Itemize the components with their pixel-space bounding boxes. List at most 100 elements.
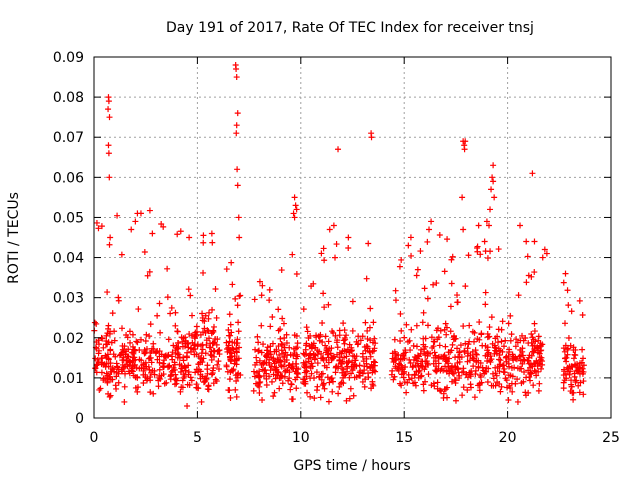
- data-point: [435, 355, 442, 362]
- data-point: [255, 372, 262, 379]
- data-point: [161, 357, 168, 364]
- data-point: [405, 242, 412, 249]
- data-point: [315, 333, 322, 340]
- data-point: [197, 331, 204, 338]
- data-point: [536, 350, 543, 357]
- data-point: [367, 353, 374, 360]
- data-point: [314, 347, 321, 354]
- data-point: [417, 248, 424, 255]
- data-point: [433, 280, 440, 287]
- data-point: [562, 355, 569, 362]
- data-point: [347, 385, 354, 392]
- data-point: [148, 369, 155, 376]
- data-point: [406, 356, 413, 363]
- data-point: [560, 279, 567, 286]
- data-point: [125, 346, 132, 353]
- data-point: [343, 353, 350, 360]
- data-point: [325, 338, 332, 345]
- data-point: [408, 375, 415, 382]
- data-point: [426, 226, 433, 233]
- data-point: [531, 320, 538, 327]
- data-point: [153, 349, 160, 356]
- data-point: [157, 376, 164, 383]
- plot-frame: [93, 56, 612, 419]
- data-point: [570, 396, 577, 403]
- data-point: [177, 388, 184, 395]
- data-point: [435, 365, 442, 372]
- data-point: [209, 369, 216, 376]
- data-point: [105, 150, 112, 157]
- data-point: [233, 340, 240, 347]
- data-point: [503, 354, 510, 361]
- data-point: [323, 347, 330, 354]
- data-point: [212, 286, 219, 293]
- data-point: [527, 377, 534, 384]
- data-point: [346, 395, 353, 402]
- data-point: [417, 373, 424, 380]
- data-point: [143, 331, 150, 338]
- data-point: [211, 348, 218, 355]
- data-point: [321, 304, 328, 311]
- data-point: [507, 385, 514, 392]
- data-point: [288, 381, 295, 388]
- data-point: [401, 334, 408, 341]
- data-point: [333, 363, 340, 370]
- axis-ticks: [93, 56, 612, 419]
- data-point: [441, 268, 448, 275]
- data-point: [103, 370, 110, 377]
- data-point: [409, 364, 416, 371]
- data-point: [420, 309, 427, 316]
- data-point: [391, 336, 398, 343]
- data-point: [304, 389, 311, 396]
- data-point: [275, 327, 282, 334]
- data-point: [580, 355, 587, 362]
- data-point: [484, 255, 491, 262]
- data-point: [320, 380, 327, 387]
- data-point: [122, 370, 129, 377]
- data-point: [488, 186, 495, 193]
- data-point: [474, 243, 481, 250]
- data-point: [440, 394, 447, 401]
- data-point: [425, 371, 432, 378]
- data-point: [579, 312, 586, 319]
- data-point: [495, 326, 502, 333]
- data-point: [389, 367, 396, 374]
- data-point: [372, 368, 379, 375]
- data-point: [231, 360, 238, 367]
- data-point: [440, 367, 447, 374]
- data-point: [100, 344, 107, 351]
- data-point: [459, 194, 466, 201]
- data-point: [260, 360, 267, 367]
- data-point: [234, 374, 241, 381]
- data-point: [147, 321, 154, 328]
- data-point: [565, 335, 572, 342]
- data-point: [98, 355, 105, 362]
- data-point: [226, 311, 233, 318]
- data-point: [213, 314, 220, 321]
- data-point: [263, 370, 270, 377]
- data-point: [346, 374, 353, 381]
- data-point: [531, 269, 538, 276]
- data-point: [168, 368, 175, 375]
- data-point: [283, 357, 290, 364]
- data-point: [567, 388, 574, 395]
- data-point: [493, 372, 500, 379]
- data-point: [121, 383, 128, 390]
- data-point: [398, 256, 405, 263]
- data-point: [141, 350, 148, 357]
- data-point: [228, 259, 235, 266]
- data-point: [233, 349, 240, 356]
- data-point: [209, 239, 216, 246]
- data-point: [138, 364, 145, 371]
- data-point: [343, 397, 350, 404]
- data-point: [223, 363, 230, 370]
- data-point: [442, 386, 449, 393]
- data-point: [184, 340, 191, 347]
- data-point: [469, 328, 476, 335]
- data-point: [339, 369, 346, 376]
- data-point: [286, 344, 293, 351]
- data-point: [484, 378, 491, 385]
- data-point: [182, 367, 189, 374]
- data-point: [263, 381, 270, 388]
- data-point: [362, 319, 369, 326]
